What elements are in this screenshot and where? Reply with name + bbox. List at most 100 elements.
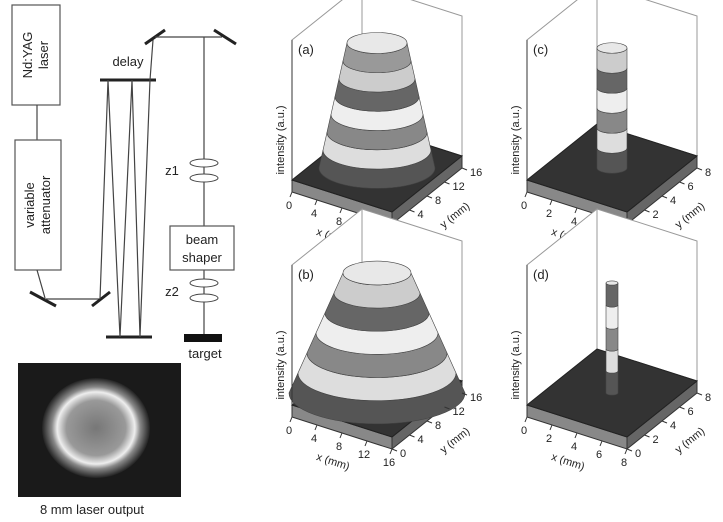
y-tick — [427, 421, 432, 423]
x-tick-label: 4 — [311, 433, 317, 445]
lens — [190, 279, 218, 287]
x-tick — [315, 200, 317, 205]
beam-shaper-label: shaper — [182, 250, 222, 265]
x-tick-label: 0 — [521, 200, 527, 212]
x-tick — [315, 425, 317, 430]
x-tick-label: 0 — [286, 200, 292, 212]
target — [184, 334, 222, 342]
panel-label: (c) — [533, 42, 548, 57]
y-tick — [427, 196, 432, 198]
x-tick-label: 4 — [571, 441, 577, 453]
y-axis-label: y (mm) — [673, 425, 707, 456]
y-tick-label: 8 — [705, 167, 711, 179]
x-tick — [340, 208, 342, 213]
surface-top — [343, 261, 411, 285]
y-tick-label: 8 — [705, 392, 711, 404]
y-tick-label: 8 — [435, 420, 441, 432]
y-tick-label: 0 — [400, 448, 406, 460]
y-tick — [462, 168, 467, 170]
y-tick-label: 4 — [418, 209, 424, 221]
y-tick-label: 8 — [435, 195, 441, 207]
x-tick-label: 6 — [596, 449, 602, 461]
surface-top — [347, 33, 407, 54]
x-tick-label: 12 — [358, 449, 370, 461]
y-tick — [645, 210, 650, 212]
x-tick — [575, 208, 577, 213]
x-tick — [365, 441, 367, 446]
x-tick — [550, 425, 552, 430]
x-axis-label: x (mm) — [550, 451, 586, 473]
surface-top — [597, 43, 627, 54]
x-tick — [290, 192, 292, 197]
y-tick — [645, 435, 650, 437]
setup: Nd:YAG laser variable attenuator delay z… — [12, 5, 236, 517]
caption: 8 mm laser output — [40, 502, 144, 517]
target-label: target — [188, 346, 222, 361]
y-tick-label: 16 — [470, 392, 482, 404]
z-axis-label: intensity (a.u.) — [510, 330, 522, 399]
lens — [190, 294, 218, 302]
lens — [190, 159, 218, 167]
x-tick-label: 0 — [521, 425, 527, 437]
y-axis-label: y (mm) — [438, 425, 472, 456]
x-tick-label: 4 — [311, 208, 317, 220]
y-tick-label: 4 — [418, 434, 424, 446]
y-tick — [392, 449, 397, 451]
y-tick-label: 4 — [670, 420, 676, 432]
y-tick — [680, 182, 685, 184]
y-tick — [662, 196, 667, 198]
panel-label: (d) — [533, 267, 549, 282]
x-tick — [525, 417, 527, 422]
y-tick — [662, 421, 667, 423]
x-tick — [290, 417, 292, 422]
y-tick-label: 6 — [688, 181, 694, 193]
z-axis-label: intensity (a.u.) — [275, 105, 287, 174]
y-tick — [410, 435, 415, 437]
x-tick-label: 16 — [383, 457, 395, 469]
z1-label: z1 — [165, 163, 179, 178]
y-tick-label: 0 — [635, 448, 641, 460]
x-axis-label: x (mm) — [315, 451, 351, 473]
panel-label: (a) — [298, 42, 314, 57]
z2-label: z2 — [165, 284, 179, 299]
laser-label: laser — [36, 40, 51, 69]
x-tick-label: 8 — [336, 441, 342, 453]
panel-label: (b) — [298, 267, 314, 282]
beam — [37, 270, 45, 298]
y-tick-label: 2 — [653, 434, 659, 446]
beam-shaper-label: beam — [186, 232, 219, 247]
y-tick — [410, 210, 415, 212]
surface-band — [606, 305, 618, 329]
y-tick — [445, 182, 450, 184]
x-tick — [525, 192, 527, 197]
x-tick — [550, 200, 552, 205]
y-tick-label: 4 — [670, 195, 676, 207]
laser-spot — [42, 378, 150, 478]
y-tick — [627, 449, 632, 451]
surface-band — [606, 349, 618, 373]
y-tick-label: 12 — [453, 406, 465, 418]
delay-label: delay — [112, 54, 144, 69]
figure: Nd:YAG laser variable attenuator delay z… — [0, 0, 723, 522]
y-axis-label: y (mm) — [673, 200, 707, 231]
y-tick-label: 16 — [470, 167, 482, 179]
surface-band — [606, 327, 618, 351]
surface-top — [606, 281, 618, 285]
attenuator-label: variable — [22, 182, 37, 228]
z-axis-label: intensity (a.u.) — [275, 330, 287, 399]
z-axis-label: intensity (a.u.) — [510, 105, 522, 174]
surface-band — [606, 371, 618, 395]
y-tick — [680, 407, 685, 409]
x-tick — [390, 449, 392, 454]
y-tick-label: 2 — [653, 209, 659, 221]
x-tick — [600, 441, 602, 446]
y-axis-label: y (mm) — [438, 200, 472, 231]
surface-band — [606, 283, 618, 307]
x-tick — [625, 449, 627, 454]
y-tick-label: 12 — [453, 181, 465, 193]
x-tick — [575, 433, 577, 438]
x-tick-label: 2 — [546, 433, 552, 445]
x-tick-label: 2 — [546, 208, 552, 220]
attenuator-label: attenuator — [38, 175, 53, 234]
y-tick — [697, 168, 702, 170]
